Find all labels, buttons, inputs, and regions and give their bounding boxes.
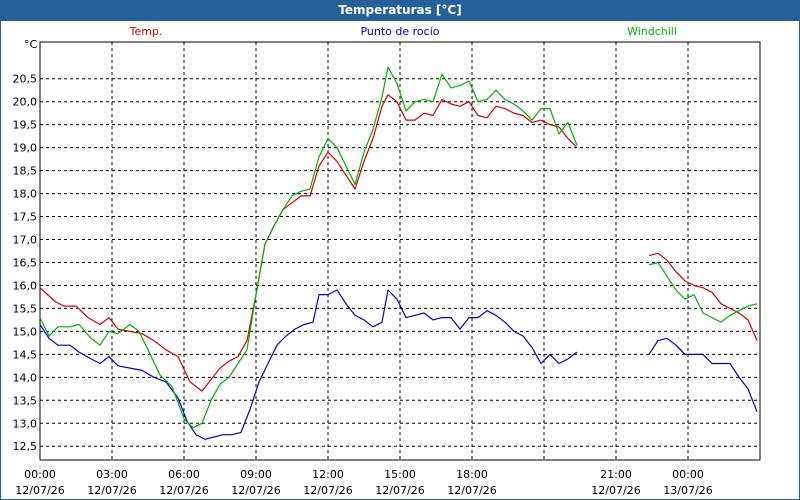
x-tick-time-label: 06:00 (168, 468, 200, 481)
y-tick-label: 20,5 (13, 73, 38, 86)
grid (40, 42, 760, 460)
x-tick-date-label: 13/07/26 (663, 484, 712, 497)
series-line-punto-de-roc-o (39, 289, 578, 440)
legend-windchill: Windchill (627, 25, 677, 38)
x-tick-date-label: 12/07/26 (87, 484, 136, 497)
y-tick-label: 13,0 (13, 417, 38, 430)
y-tick-label: 15,0 (13, 325, 38, 338)
y-axis-unit-label: °C (24, 38, 38, 51)
series-line-windchill (648, 261, 758, 323)
x-tick-time-label: 03:00 (96, 468, 128, 481)
window-title: Temperaturas [°C] (0, 0, 800, 20)
y-tick-label: 16,5 (13, 256, 38, 269)
x-tick-date-label: 12/07/26 (447, 484, 496, 497)
y-tick-label: 19,0 (13, 142, 38, 155)
series-layer (39, 66, 758, 440)
x-tick-time-label: 21:00 (600, 468, 632, 481)
y-tick-label: 13,5 (13, 394, 38, 407)
series-line-temp (39, 94, 578, 392)
x-tick-date-label: 12/07/26 (303, 484, 352, 497)
series-line-punto-de-roc-o (648, 337, 758, 413)
y-tick-label: 16,0 (13, 279, 38, 292)
plot-border (39, 41, 761, 461)
series-line-windchill (39, 66, 578, 429)
y-tick-label: 14,0 (13, 371, 38, 384)
y-tick-label: 17,5 (13, 211, 38, 224)
x-tick-date-label: 12/07/26 (15, 484, 64, 497)
legend-dew-point: Punto de rocío (360, 25, 439, 38)
x-tick-time-label: 12:00 (312, 468, 344, 481)
y-tick-label: 15,5 (13, 302, 38, 315)
y-tick-label: 18,0 (13, 188, 38, 201)
legend-temp: Temp. (129, 25, 163, 38)
y-tick-label: 14,5 (13, 348, 38, 361)
x-tick-time-label: 15:00 (384, 468, 416, 481)
x-tick-date-label: 12/07/26 (159, 484, 208, 497)
series-line-temp (648, 252, 758, 341)
y-tick-label: 17,0 (13, 234, 38, 247)
x-tick-time-label: 09:00 (240, 468, 272, 481)
x-tick-time-label: 00:00 (672, 468, 704, 481)
x-tick-date-label: 12/07/26 (591, 484, 640, 497)
y-tick-label: 18,5 (13, 165, 38, 178)
x-tick-date-label: 12/07/26 (375, 484, 424, 497)
y-tick-label: 20,0 (13, 96, 38, 109)
tick-labels: 12,5 13,0 13,5 14,0 14,5 15,0 15,5 16,0 16,5 17,0… (13, 73, 713, 497)
x-tick-time-label: 18:00 (456, 468, 488, 481)
x-tick-time-label: 00:00 (24, 468, 56, 481)
y-tick-label: 12,5 (13, 440, 38, 453)
y-tick-label: 19,5 (13, 119, 38, 132)
x-tick-date-label: 12/07/26 (231, 484, 280, 497)
